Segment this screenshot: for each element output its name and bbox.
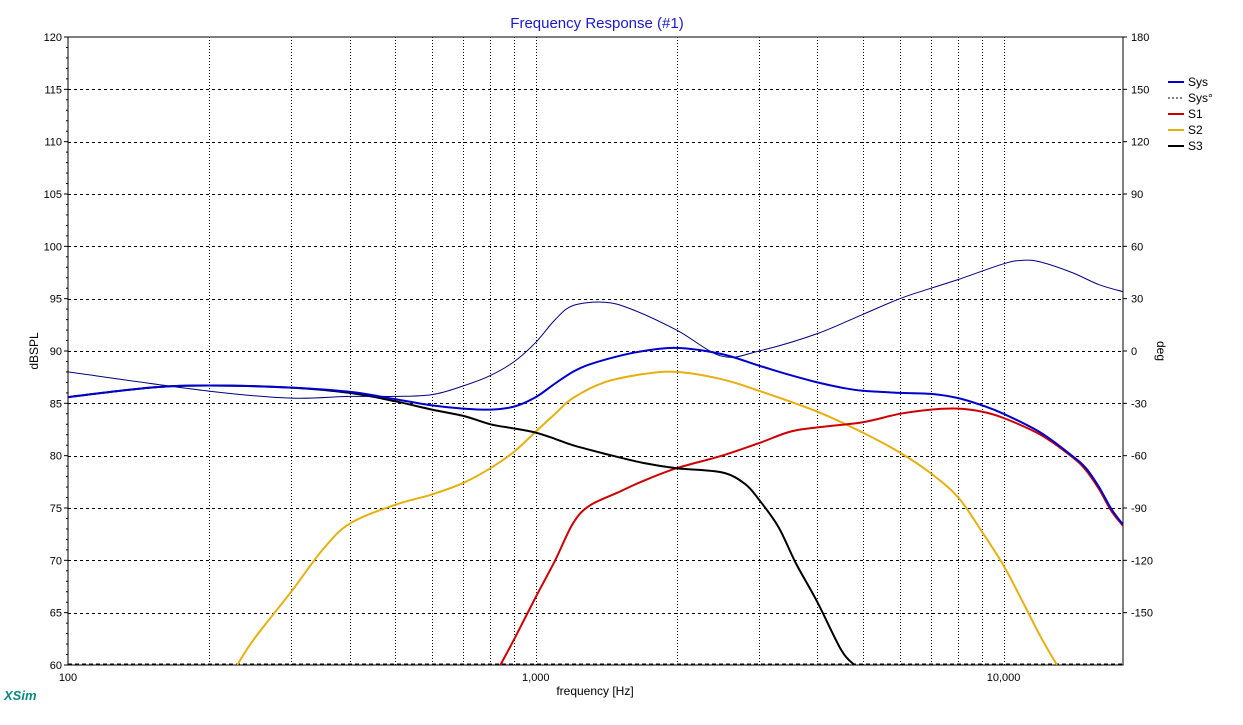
y-right-tick-label: 90 [1131, 189, 1143, 201]
y-right-tick-label: -120 [1131, 555, 1153, 567]
y-right-tick-label: 120 [1131, 137, 1149, 149]
y-left-tick-label: 70 [50, 555, 62, 567]
y-left-tick-label: 90 [50, 346, 62, 358]
legend-label-s3: S3 [1188, 139, 1203, 153]
y-left-tick-label: 80 [50, 451, 62, 463]
series-lines [68, 259, 1123, 665]
y-left-tick-label: 110 [44, 137, 62, 149]
legend-label-s1: S1 [1188, 107, 1203, 121]
y-left-tick-label: 75 [50, 503, 62, 515]
x-tick-label: 100 [59, 672, 77, 684]
y-right-tick-label: 150 [1131, 84, 1149, 96]
y-right-tick-label: -90 [1131, 503, 1147, 515]
y-right-tick-label: -30 [1131, 398, 1147, 410]
legend: Sys Sys° S1 S2 S3 [1168, 75, 1213, 153]
y-right-tick-label: 0 [1131, 346, 1137, 358]
y-right-tick-label: -60 [1131, 451, 1147, 463]
x-tick-label: 1,000 [522, 672, 550, 684]
x-tick-label: 10,000 [987, 672, 1021, 684]
y-left-tick-label: 100 [44, 241, 62, 253]
grid [68, 37, 1123, 666]
y-left-tick-label: 95 [50, 294, 62, 306]
y-right-tick-label: 180 [1131, 32, 1149, 44]
y-right-tick-label: 60 [1131, 241, 1143, 253]
y-left-tick-label: 105 [44, 189, 62, 201]
series-line-s2 [236, 370, 1058, 665]
chart-title: Frequency Response (#1) [510, 15, 683, 32]
axis-ticks: 60 65 70 75 80 85 90 95 100 105 110 115 120 -150 -120 -… [44, 32, 1153, 684]
series-line-sys [68, 346, 1123, 526]
y-axis-right-label: deg [1154, 341, 1168, 361]
y-axis-left-label: dBSPL [27, 332, 41, 370]
y-left-tick-label: 115 [44, 84, 62, 96]
x-axis-label: frequency [Hz] [556, 684, 633, 698]
legend-label-sys-phase: Sys° [1188, 91, 1213, 105]
legend-label-s2: S2 [1188, 123, 1203, 137]
xsim-logo: XSim [3, 688, 37, 703]
legend-label-sys: Sys [1188, 75, 1208, 89]
y-right-tick-label: -150 [1131, 608, 1153, 620]
series-line-sys-phase [68, 259, 1123, 399]
y-left-tick-label: 85 [50, 398, 62, 410]
y-left-tick-label: 120 [44, 32, 62, 44]
y-right-tick-label: 30 [1131, 294, 1143, 306]
y-left-tick-label: 65 [50, 608, 62, 620]
y-left-tick-label: 60 [50, 660, 62, 672]
